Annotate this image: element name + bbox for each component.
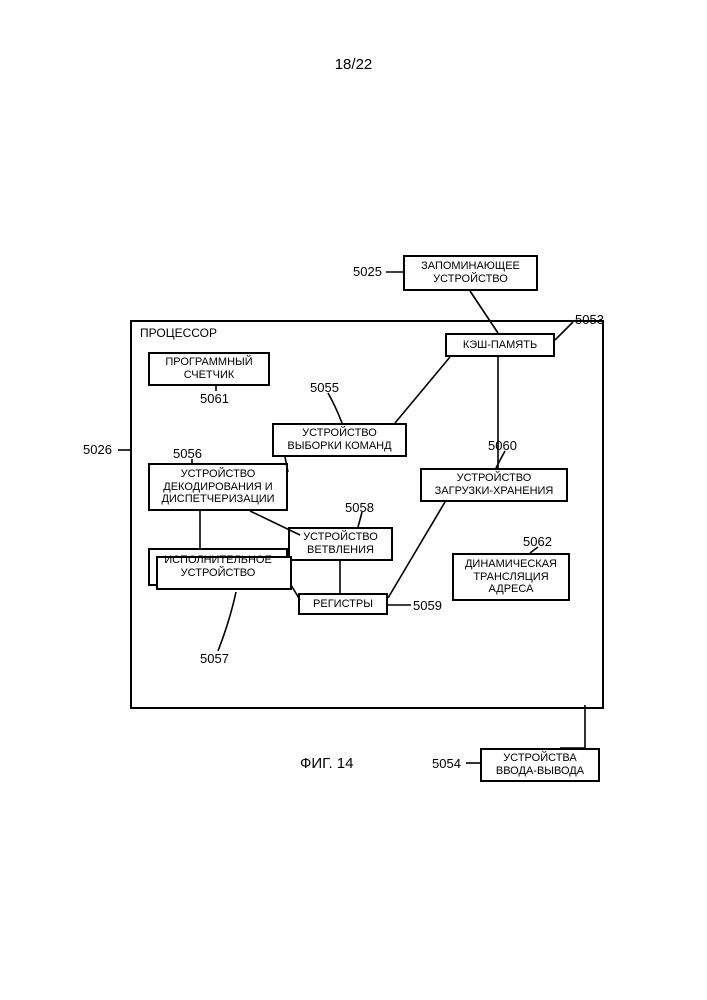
ref-io: 5054 (432, 756, 461, 771)
ref-fetch: 5055 (310, 380, 339, 395)
ref-branch: 5058 (345, 500, 374, 515)
box-exec: ИСПОЛНИТЕЛЬНОЕУСТРОЙСТВО (148, 548, 288, 586)
box-io-text: УСТРОЙСТВАВВОДА-ВЫВОДА (496, 752, 584, 777)
processor-label: ПРОЦЕССОР (140, 326, 217, 340)
box-registers: РЕГИСТРЫ (298, 593, 388, 615)
box-program-counter: ПРОГРАММНЫЙСЧЕТЧИК (148, 352, 270, 386)
box-memory-text: ЗАПОМИНАЮЩЕЕУСТРОЙСТВО (421, 260, 520, 285)
box-decode: УСТРОЙСТВОДЕКОДИРОВАНИЯ ИДИСПЕТЧЕРИЗАЦИИ (148, 463, 288, 511)
ref-decode: 5056 (173, 446, 202, 461)
ref-pc: 5061 (200, 391, 229, 406)
ref-mem: 5025 (353, 264, 382, 279)
ref-dat: 5062 (523, 534, 552, 549)
box-fetch: УСТРОЙСТВОВЫБОРКИ КОМАНД (272, 423, 407, 457)
box-io: УСТРОЙСТВАВВОДА-ВЫВОДА (480, 748, 600, 782)
box-dat: ДИНАМИЧЕСКАЯТРАНСЛЯЦИЯАДРЕСА (452, 553, 570, 601)
box-cache-text: КЭШ-ПАМЯТЬ (463, 339, 537, 352)
page-number: 18/22 (0, 56, 707, 73)
ref-exec: 5057 (200, 651, 229, 666)
figure-caption: ФИГ. 14 (300, 755, 354, 772)
box-fetch-text: УСТРОЙСТВОВЫБОРКИ КОМАНД (287, 427, 391, 452)
ref-cache: 5053 (575, 312, 604, 327)
box-decode-text: УСТРОЙСТВОДЕКОДИРОВАНИЯ ИДИСПЕТЧЕРИЗАЦИИ (161, 468, 274, 506)
box-dat-text: ДИНАМИЧЕСКАЯТРАНСЛЯЦИЯАДРЕСА (465, 558, 557, 596)
ref-regs: 5059 (413, 598, 442, 613)
box-exec-text: ИСПОЛНИТЕЛЬНОЕУСТРОЙСТВО (164, 554, 272, 579)
box-load-store: УСТРОЙСТВОЗАГРУЗКИ-ХРАНЕНИЯ (420, 468, 568, 502)
box-pc-text: ПРОГРАММНЫЙСЧЕТЧИК (165, 356, 252, 381)
box-cache: КЭШ-ПАМЯТЬ (445, 333, 555, 357)
ref-ldst: 5060 (488, 438, 517, 453)
box-branch: УСТРОЙСТВОВЕТВЛЕНИЯ (288, 527, 393, 561)
box-memory: ЗАПОМИНАЮЩЕЕУСТРОЙСТВО (403, 255, 538, 291)
ref-proc: 5026 (83, 442, 112, 457)
box-branch-text: УСТРОЙСТВОВЕТВЛЕНИЯ (303, 531, 378, 556)
box-regs-text: РЕГИСТРЫ (313, 598, 373, 611)
box-ldst-text: УСТРОЙСТВОЗАГРУЗКИ-ХРАНЕНИЯ (435, 472, 554, 497)
